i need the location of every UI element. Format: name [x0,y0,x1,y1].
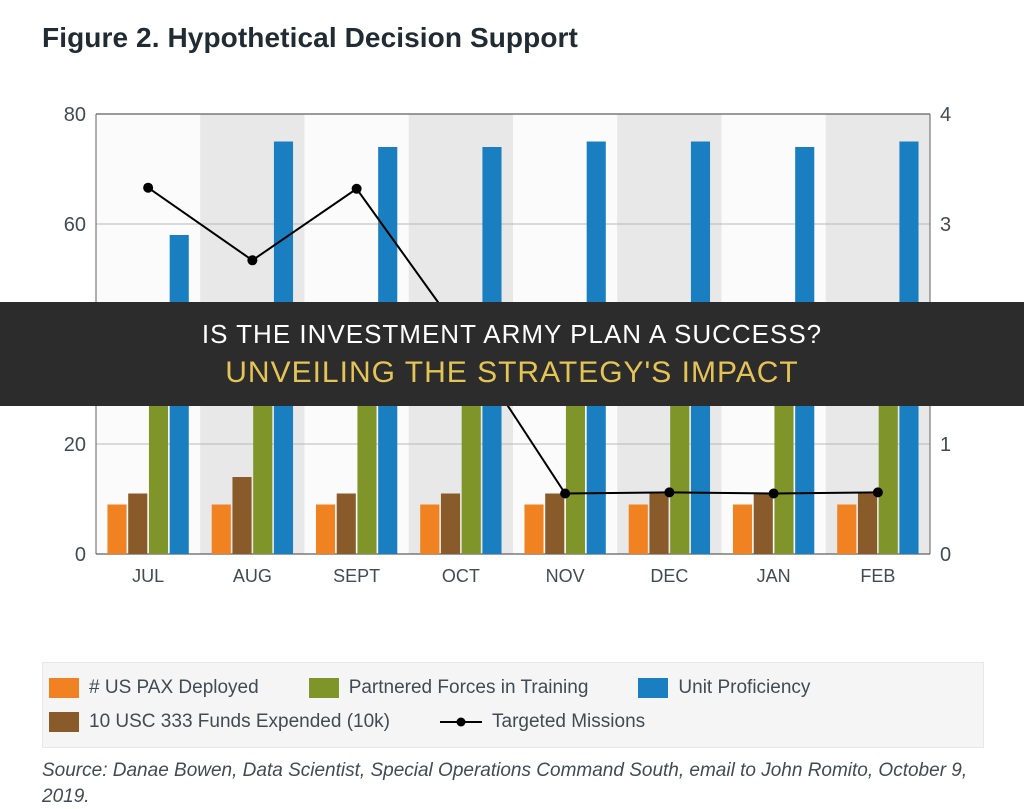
bar-funds_10k [232,477,251,554]
bar-us_pax [837,505,856,555]
legend-label: Targeted Missions [492,711,645,733]
legend-label: # US PAX Deployed [89,677,259,699]
line-marker [560,489,570,499]
source-body: Danae Bowen, Data Scientist, Special Ope… [42,760,967,807]
source-prefix: Source: [42,760,113,781]
left-axis-tick: 20 [64,434,86,456]
overlay-line1: IS THE INVESTMENT ARMY PLAN A SUCCESS? [202,319,822,350]
overlay-banner: IS THE INVESTMENT ARMY PLAN A SUCCESS? U… [0,302,1024,406]
line-marker [352,184,362,194]
line-marker [247,255,257,265]
bar-funds_10k [337,494,356,555]
bar-us_pax [107,505,126,555]
overlay-line2: UNVEILING THE STRATEGY'S IMPACT [225,356,798,390]
bar-us_pax [316,505,335,555]
month-label: JUL [132,566,164,586]
left-axis-tick: 60 [64,214,86,236]
bar-funds_10k [441,494,460,555]
legend-swatch [49,678,79,698]
month-label: OCT [442,566,480,586]
month-label: JAN [757,566,791,586]
left-axis-tick: 0 [75,544,86,566]
bar-partnered [149,384,168,555]
month-label: DEC [650,566,688,586]
legend-swatch [638,678,668,698]
line-marker [769,489,779,499]
bar-funds_10k [649,494,668,555]
legend-container: # US PAX Deployed Partnered Forces in Tra… [42,662,984,748]
month-label: SEPT [333,566,380,586]
bar-us_pax [212,505,231,555]
legend-item: # US PAX Deployed [49,677,259,699]
legend-label: Unit Proficiency [678,677,810,699]
month-label: NOV [546,566,585,586]
bar-funds_10k [128,494,147,555]
legend-row: # US PAX Deployed Partnered Forces in Tra… [49,677,969,733]
legend-item: 10 USC 333 Funds Expended (10k) [49,711,390,733]
right-axis-tick: 0 [940,544,951,566]
bar-us_pax [420,505,439,555]
right-axis-tick: 1 [940,434,951,456]
bar-funds_10k [754,494,773,555]
legend-swatch [309,678,339,698]
legend-swatch [49,712,79,732]
bar-funds_10k [858,494,877,555]
line-marker [664,487,674,497]
bar-us_pax [733,505,752,555]
line-marker [873,487,883,497]
right-axis-tick: 3 [940,214,951,236]
month-label: FEB [860,566,895,586]
bar-us_pax [524,505,543,555]
bar-funds_10k [545,494,564,555]
line-marker [143,183,153,193]
left-axis-tick: 80 [64,104,86,126]
legend-item: Partnered Forces in Training [309,677,589,699]
month-label: AUG [233,566,272,586]
legend-line-icon [440,721,482,723]
bar-partnered [879,395,898,555]
source-text: Source: Danae Bowen, Data Scientist, Spe… [42,758,984,809]
legend-item: Targeted Missions [440,711,645,733]
legend-label: 10 USC 333 Funds Expended (10k) [89,711,390,733]
right-axis-tick: 4 [940,104,951,126]
figure-title: Figure 2. Hypothetical Decision Support [0,0,1024,54]
bar-us_pax [629,505,648,555]
legend-item: Unit Proficiency [638,677,810,699]
legend-label: Partnered Forces in Training [349,677,589,699]
